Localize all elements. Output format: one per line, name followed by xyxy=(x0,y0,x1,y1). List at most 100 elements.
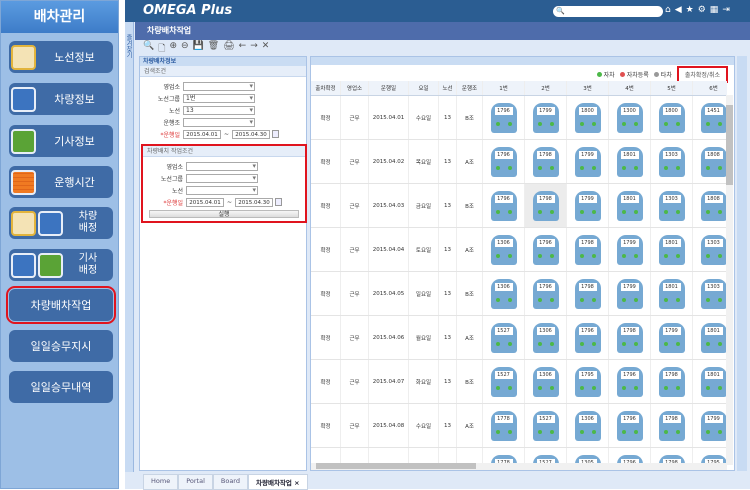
bus-cell[interactable]: 1798 xyxy=(609,316,651,359)
bus-cell[interactable]: 1300 xyxy=(609,96,651,139)
bus-icon[interactable]: 1799 xyxy=(616,278,643,309)
bus-cell[interactable]: 1306 xyxy=(567,404,609,447)
bus-icon[interactable]: 1808 xyxy=(700,190,727,221)
column-header[interactable]: 운행조 xyxy=(457,81,483,95)
column-header[interactable]: 1번 xyxy=(483,81,525,95)
bus-icon[interactable]: 1801 xyxy=(700,366,727,397)
sidebar-item-3[interactable]: 운행시간 xyxy=(9,166,113,198)
bus-icon[interactable]: 1796 xyxy=(490,190,517,221)
bus-cell[interactable]: 1306 xyxy=(483,228,525,271)
bus-cell[interactable]: 1798 xyxy=(567,272,609,315)
new-icon[interactable]: 🗋 xyxy=(158,44,166,54)
tab-1[interactable]: Portal xyxy=(178,474,213,490)
bus-cell[interactable]: 1527 xyxy=(525,404,567,447)
work-date-to-input[interactable]: 2015.04.30 xyxy=(235,197,274,207)
bus-icon[interactable]: 1799 xyxy=(658,322,685,353)
bus-icon[interactable]: 1799 xyxy=(574,190,601,221)
column-header[interactable]: 4번 xyxy=(609,81,651,95)
bus-icon[interactable]: 1527 xyxy=(490,366,517,397)
bus-cell[interactable]: 1799 xyxy=(567,140,609,183)
bus-icon[interactable]: 1801 xyxy=(616,190,643,221)
bus-cell[interactable]: 1306 xyxy=(525,316,567,359)
bus-cell[interactable]: 1798 xyxy=(651,360,693,403)
bus-icon[interactable]: 1303 xyxy=(700,234,727,265)
bus-icon[interactable]: 1306 xyxy=(532,366,559,397)
bus-icon[interactable]: 1798 xyxy=(658,366,685,397)
bus-cell[interactable]: 1306 xyxy=(525,360,567,403)
sidebar-item-2[interactable]: 기사정보 xyxy=(9,125,113,157)
horizontal-scrollbar[interactable] xyxy=(311,463,727,470)
table-row[interactable]: 확정 근무 2015.04.05 일요일 13 B조 1306 1796 1798 1799 180… xyxy=(311,272,727,316)
work-branch-select[interactable] xyxy=(186,161,258,171)
column-header[interactable]: 3번 xyxy=(567,81,609,95)
bus-cell[interactable]: 1795 xyxy=(567,360,609,403)
favorites-strip[interactable]: 즐겨찾기 xyxy=(125,22,134,472)
star-icon[interactable]: ★ xyxy=(685,5,694,15)
column-header[interactable]: 6번 xyxy=(693,81,734,95)
bus-cell[interactable]: 1306 xyxy=(483,272,525,315)
bus-cell[interactable]: 1796 xyxy=(483,96,525,139)
vertical-scrollbar[interactable] xyxy=(726,95,733,465)
bus-icon[interactable]: 1798 xyxy=(574,278,601,309)
bus-cell[interactable]: 1800 xyxy=(651,96,693,139)
table-row[interactable]: 확정 근무 2015.04.02 목요일 13 A조 1796 1798 1799 1801 130… xyxy=(311,140,727,184)
calendar-icon[interactable] xyxy=(272,130,280,138)
bus-cell[interactable]: 1801 xyxy=(609,184,651,227)
bus-icon[interactable]: 1796 xyxy=(532,278,559,309)
bus-icon[interactable]: 1798 xyxy=(616,322,643,353)
bus-cell[interactable]: 1303 xyxy=(651,184,693,227)
bus-cell[interactable]: 1527 xyxy=(483,316,525,359)
bus-icon[interactable]: 1300 xyxy=(616,102,643,133)
bus-icon[interactable]: 1306 xyxy=(574,410,601,441)
bus-icon[interactable]: 1798 xyxy=(658,410,685,441)
tab-0[interactable]: Home xyxy=(143,474,179,490)
bus-cell[interactable]: 1796 xyxy=(525,272,567,315)
column-header[interactable]: 2번 xyxy=(525,81,567,95)
bus-icon[interactable]: 1303 xyxy=(658,146,685,177)
gear-icon[interactable]: ⚙ xyxy=(697,5,706,15)
sidebar-item-1[interactable]: 차량정보 xyxy=(9,83,113,115)
bus-icon[interactable]: 1303 xyxy=(658,190,685,221)
shift-select[interactable] xyxy=(183,117,255,127)
table-row[interactable]: 확정 근무 2015.04.03 금요일 13 B조 1796 1798 1799 1801 130… xyxy=(311,184,727,228)
bus-cell[interactable]: 1796 xyxy=(483,184,525,227)
sidebar-item-6[interactable]: 차량배차작업 xyxy=(6,286,116,324)
bus-icon[interactable]: 1799 xyxy=(574,146,601,177)
tab-2[interactable]: Board xyxy=(212,474,248,490)
table-row[interactable]: 확정 근무 2015.04.07 화요일 13 B조 1527 1306 1795 1796 179… xyxy=(311,360,727,404)
bus-cell[interactable]: 1796 xyxy=(609,360,651,403)
bus-cell[interactable]: 1799 xyxy=(525,96,567,139)
calendar-icon[interactable] xyxy=(275,198,283,206)
column-header[interactable]: 5번 xyxy=(651,81,693,95)
bus-icon[interactable]: 1799 xyxy=(700,410,727,441)
bus-cell[interactable]: 1798 xyxy=(525,140,567,183)
bus-icon[interactable]: 1796 xyxy=(574,322,601,353)
column-header[interactable]: 영업소 xyxy=(341,81,369,95)
search-input[interactable]: 🔍 xyxy=(553,6,663,17)
bus-icon[interactable]: 1801 xyxy=(658,278,685,309)
bus-icon[interactable]: 1796 xyxy=(616,366,643,397)
bus-cell[interactable]: 1798 xyxy=(651,404,693,447)
sidebar-item-0[interactable]: 노선정보 xyxy=(9,41,113,73)
bus-cell[interactable]: 1798 xyxy=(567,228,609,271)
sidebar-item-5[interactable]: 기사 배정 xyxy=(9,249,113,281)
bus-cell[interactable]: 1798 xyxy=(525,184,567,227)
branch-select[interactable] xyxy=(183,81,255,91)
right-side-strip[interactable] xyxy=(737,56,747,471)
bus-cell[interactable]: 1799 xyxy=(567,184,609,227)
bus-icon[interactable]: 1801 xyxy=(616,146,643,177)
bus-icon[interactable]: 1796 xyxy=(532,234,559,265)
search-icon[interactable]: 🔍 xyxy=(143,41,155,51)
bus-icon[interactable]: 1303 xyxy=(700,278,727,309)
bus-icon[interactable]: 1808 xyxy=(700,146,727,177)
column-header[interactable]: 요일 xyxy=(409,81,439,95)
table-row[interactable]: 확정 근무 2015.04.08 수요일 13 A조 1778 1527 1306 1796 179… xyxy=(311,404,727,448)
home-icon[interactable]: ⌂ xyxy=(665,5,671,15)
bus-cell[interactable]: 1778 xyxy=(483,404,525,447)
bus-cell[interactable]: 1303 xyxy=(693,228,734,271)
bus-cell[interactable]: 1801 xyxy=(651,228,693,271)
bus-cell[interactable]: 1808 xyxy=(693,140,734,183)
sitemap-icon[interactable]: ▦ xyxy=(709,5,719,15)
bus-icon[interactable]: 1796 xyxy=(490,146,517,177)
bus-icon[interactable]: 1451 xyxy=(700,102,727,133)
